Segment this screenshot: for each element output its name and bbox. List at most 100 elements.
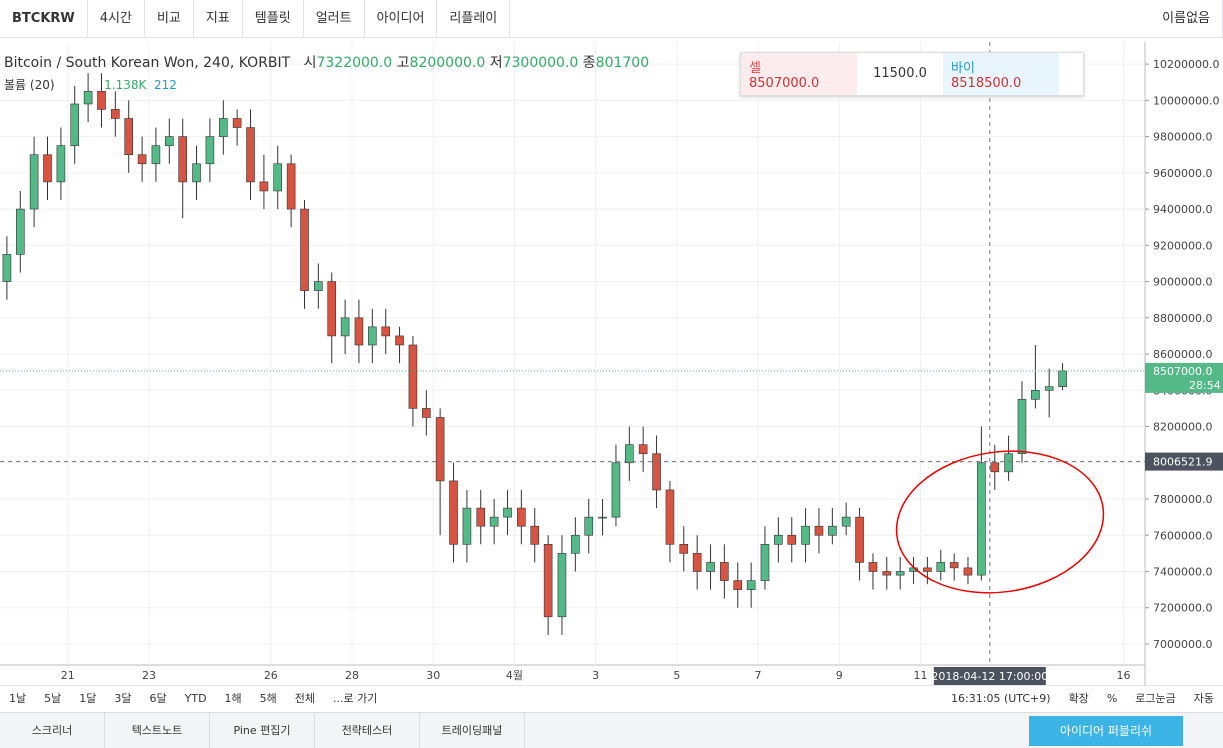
candle-body bbox=[29, 154, 39, 210]
legend: Bitcoin / South Korean Won, 240, KORBIT … bbox=[4, 52, 649, 72]
crosshair-price-tag bbox=[1145, 452, 1223, 471]
candle-body bbox=[760, 544, 770, 581]
candle-body bbox=[665, 489, 675, 545]
candle-body bbox=[895, 571, 905, 576]
footer-tab[interactable]: 트레이딩패널 bbox=[420, 713, 525, 748]
candle-body bbox=[205, 136, 215, 165]
candle-body bbox=[679, 544, 689, 554]
candle-body bbox=[611, 462, 621, 518]
candle-body bbox=[314, 281, 323, 291]
footer-tab[interactable]: 텍스트노트 bbox=[105, 713, 210, 748]
y-tick-label: 9000000.0 bbox=[1153, 276, 1213, 289]
range-button[interactable]: 1달 bbox=[79, 692, 97, 705]
candle-body bbox=[625, 444, 634, 464]
ohlc-value: 7300000.0 bbox=[502, 55, 579, 71]
range-button[interactable]: 전체 bbox=[294, 692, 316, 705]
y-tick-label: 8600000.0 bbox=[1153, 348, 1213, 361]
candle-body bbox=[246, 127, 255, 183]
countdown: 28:54 bbox=[1189, 379, 1221, 392]
footer-tab[interactable]: 스크리너 bbox=[0, 713, 105, 748]
ohlc-label: 종 bbox=[582, 55, 596, 71]
symbol[interactable]: BTCKRW bbox=[0, 0, 88, 38]
candle-body bbox=[43, 154, 52, 183]
x-tick-label: 7 bbox=[755, 669, 762, 682]
goto-date[interactable]: ...로 가기 bbox=[333, 692, 378, 705]
last-price-tag bbox=[1145, 362, 1223, 393]
last-price-label: 8507000.0 bbox=[1153, 365, 1213, 378]
ideas[interactable]: 아이디어 bbox=[365, 0, 438, 38]
compare[interactable]: 비교 bbox=[145, 0, 194, 38]
scale-option[interactable]: 자동 bbox=[1193, 692, 1214, 705]
candle-body bbox=[517, 507, 526, 527]
candle-body bbox=[1004, 453, 1013, 473]
candle-body bbox=[286, 163, 296, 210]
y-tick-label: 9600000.0 bbox=[1153, 167, 1213, 180]
candle-body bbox=[543, 544, 553, 618]
y-tick-label: 7000000.0 bbox=[1153, 638, 1213, 651]
candle-body bbox=[70, 103, 80, 146]
scale-option[interactable]: % bbox=[1106, 691, 1118, 705]
footer-tab[interactable]: Pine 편집기 bbox=[210, 713, 315, 748]
range-button[interactable]: 6달 bbox=[149, 692, 167, 705]
scale-option[interactable]: 확장 bbox=[1068, 692, 1089, 705]
candle-body bbox=[571, 534, 580, 554]
indicators[interactable]: 지표 bbox=[194, 0, 243, 38]
range-button[interactable]: 1날 bbox=[9, 692, 27, 705]
ohlc-label: 저 bbox=[489, 55, 503, 71]
x-tick-label: 26 bbox=[264, 669, 278, 682]
candle-body bbox=[124, 118, 134, 156]
candle-body bbox=[97, 90, 106, 110]
candle-body bbox=[381, 326, 391, 337]
range-button[interactable]: 5해 bbox=[259, 692, 277, 705]
candle-body bbox=[327, 281, 337, 337]
alert[interactable]: 얼러트 bbox=[304, 0, 365, 38]
publish-button[interactable]: 아이디어 퍼블리쉬 bbox=[1029, 715, 1183, 746]
y-tick-label: 9800000.0 bbox=[1153, 131, 1213, 144]
candle-body bbox=[476, 507, 486, 527]
candle-body bbox=[882, 571, 892, 576]
footer-tab[interactable]: 전략테스터 bbox=[315, 713, 420, 748]
candle-body bbox=[1044, 386, 1054, 391]
clock: 16:31:05 (UTC+9) bbox=[951, 691, 1051, 705]
x-tick-label: 5 bbox=[673, 669, 680, 682]
templates[interactable]: 템플릿 bbox=[243, 0, 304, 38]
sell[interactable]: 셀 8507000.0 bbox=[741, 53, 857, 95]
interval[interactable]: 4시간 bbox=[88, 0, 145, 38]
y-tick-label: 10000000.0 bbox=[1153, 94, 1219, 107]
crosshair-price: 8006521.9 bbox=[1153, 456, 1213, 469]
range-button[interactable]: YTD bbox=[184, 691, 207, 705]
candle-body bbox=[1017, 399, 1027, 455]
x-tick-label: 28 bbox=[345, 669, 359, 682]
candle-body bbox=[977, 462, 986, 576]
candle-body bbox=[16, 208, 25, 255]
candle-body bbox=[232, 118, 242, 128]
range-button[interactable]: 3달 bbox=[114, 692, 132, 705]
candle-body bbox=[259, 181, 269, 192]
y-tick-label: 8800000.0 bbox=[1153, 312, 1213, 325]
volume-ma: 212 bbox=[154, 78, 177, 92]
candle-body bbox=[83, 90, 93, 105]
layout-name[interactable]: 이름없음 bbox=[1150, 0, 1223, 38]
candle-body bbox=[300, 208, 309, 291]
scale-option[interactable]: 로그눈금 bbox=[1135, 692, 1176, 705]
candle-body bbox=[56, 145, 66, 183]
volume-title: 볼륨 (20) bbox=[4, 78, 55, 92]
range-button[interactable]: 5날 bbox=[44, 692, 62, 705]
candle-body bbox=[828, 525, 837, 536]
x-tick-label: 16 bbox=[1116, 669, 1130, 682]
volume-value: 1.138K bbox=[104, 78, 147, 92]
candle-body bbox=[489, 516, 499, 527]
y-tick-label: 7600000.0 bbox=[1153, 529, 1213, 542]
buy[interactable]: 바이 8518500.0 bbox=[943, 53, 1059, 95]
y-tick-label: 8200000.0 bbox=[1153, 421, 1213, 434]
range-button[interactable]: 1해 bbox=[224, 692, 242, 705]
candle-body bbox=[354, 317, 364, 346]
candle-body bbox=[435, 417, 445, 482]
replay[interactable]: 리플레이 bbox=[437, 0, 511, 38]
ohlc-value: 7322000.0 bbox=[316, 55, 393, 71]
candle-body bbox=[720, 562, 729, 581]
candle-body bbox=[1031, 389, 1040, 400]
candle-body bbox=[963, 567, 973, 576]
buy-label: 바이 bbox=[951, 61, 975, 76]
